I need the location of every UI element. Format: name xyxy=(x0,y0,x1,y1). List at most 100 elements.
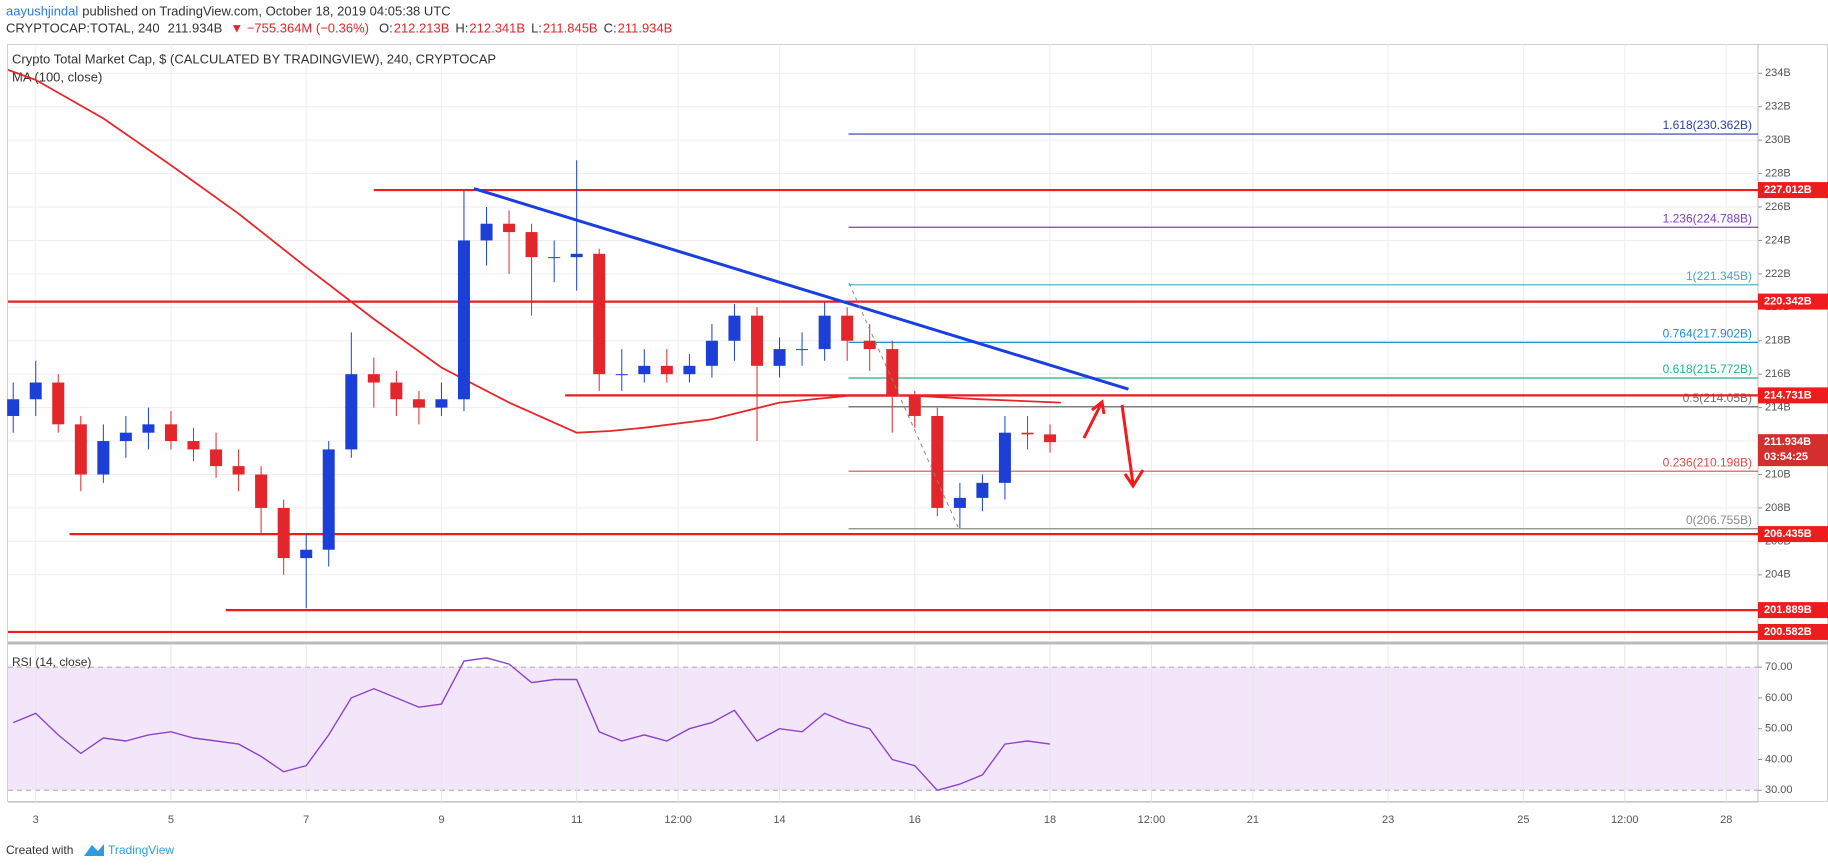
arrow-head xyxy=(1123,469,1145,489)
fib-label: 0.618(215.772B) xyxy=(1663,362,1752,376)
x-tick-label: 14 xyxy=(773,814,785,826)
y-tick-label: 70.00 xyxy=(1765,661,1793,673)
candle-body xyxy=(931,415,944,508)
candle-body xyxy=(7,399,20,416)
candle-body xyxy=(97,441,110,475)
header-text: 211.845B xyxy=(543,20,598,35)
candle-body xyxy=(908,395,921,416)
countdown: 03:54:25 xyxy=(1764,451,1808,463)
y-tick-label: 210B xyxy=(1765,468,1791,480)
y-tick-label: 40.00 xyxy=(1765,753,1793,765)
footer-brand[interactable]: TradingView xyxy=(108,843,174,857)
logo xyxy=(84,844,104,856)
header-text: O: xyxy=(379,20,393,35)
arrow xyxy=(1120,404,1135,485)
price-tag-label: 220.342B xyxy=(1764,295,1812,307)
x-tick-label: 12:00 xyxy=(1138,814,1166,826)
candle-body xyxy=(255,474,268,508)
rsi-line xyxy=(12,657,1051,792)
x-tick-label: 12:00 xyxy=(1611,814,1639,826)
y-tick-label: 214B xyxy=(1765,402,1791,414)
x-tick-label: 18 xyxy=(1044,814,1056,826)
x-tick-label: 23 xyxy=(1382,814,1394,826)
candle-body xyxy=(615,374,628,376)
price-tag xyxy=(1758,623,1828,640)
candle-body xyxy=(119,432,132,442)
legend-entry: MA (100, close) xyxy=(12,69,102,84)
x-tick-label: 9 xyxy=(438,814,444,826)
candle-body xyxy=(435,399,448,408)
footer: Created with TradingView xyxy=(6,843,174,857)
candle-body xyxy=(998,432,1011,483)
header-text: 212.341B xyxy=(469,20,525,35)
x-tick-label: 21 xyxy=(1247,814,1259,826)
x-tick-label: 11 xyxy=(571,814,582,826)
arrow xyxy=(1082,401,1104,439)
x-tick-label: 5 xyxy=(168,814,174,826)
candle-body xyxy=(345,374,358,450)
candle-body xyxy=(277,507,290,559)
candle-body xyxy=(29,382,42,400)
candle-body xyxy=(796,349,809,351)
x-tick-label: 3 xyxy=(33,814,39,826)
candle-body xyxy=(570,253,583,258)
header-text: 211.934B xyxy=(618,20,673,35)
y-tick-label: 216B xyxy=(1765,368,1791,380)
fib-label: 0.236(210.198B) xyxy=(1663,455,1752,469)
footer-text: Created with xyxy=(6,843,73,857)
moving-average xyxy=(7,69,1061,434)
y-tick-label: 224B xyxy=(1765,234,1791,246)
price-tag-label: 201.889B xyxy=(1764,604,1812,616)
candle-body xyxy=(457,240,470,400)
price-tag xyxy=(1758,293,1828,310)
candle-body xyxy=(322,449,335,550)
y-tick-label: 208B xyxy=(1765,502,1791,514)
trend-line xyxy=(473,187,1129,391)
header-text: 212.213B xyxy=(394,20,450,35)
candle-body xyxy=(660,365,673,375)
header-text: C: xyxy=(604,20,617,35)
candle-body xyxy=(593,253,606,375)
price-tag xyxy=(1758,526,1828,543)
price-tag xyxy=(1758,602,1828,619)
candle-body xyxy=(976,482,989,498)
candle-body xyxy=(232,466,245,475)
y-tick-label: 218B xyxy=(1765,335,1791,347)
header-text: L: xyxy=(531,20,542,35)
candle-body xyxy=(638,365,651,375)
y-tick-label: 232B xyxy=(1765,101,1791,113)
candle-body xyxy=(773,349,786,366)
header-text: published on TradingView.com, October 18… xyxy=(82,3,450,18)
y-tick-label: 204B xyxy=(1765,569,1791,581)
y-tick-label: 30.00 xyxy=(1765,784,1793,796)
candle-body xyxy=(548,257,561,259)
candle-body xyxy=(1044,434,1057,443)
y-tick-label: 230B xyxy=(1765,134,1791,146)
candle-body xyxy=(751,315,764,366)
header-text: ▼ −755.364M (−0.36%) xyxy=(230,20,369,35)
candle-body xyxy=(863,340,876,350)
chart-title: Crypto Total Market Cap, $ (CALCULATED B… xyxy=(12,51,496,66)
candle-body xyxy=(480,223,493,241)
candle-body xyxy=(818,315,831,350)
y-tick-label: 226B xyxy=(1765,201,1791,213)
candle-body xyxy=(953,497,966,508)
candle-body xyxy=(841,315,854,341)
price-tag xyxy=(1758,182,1828,199)
header-text: aayushjindal xyxy=(6,3,78,18)
price-tag-label: 214.731B xyxy=(1764,389,1812,401)
x-tick-label: 25 xyxy=(1517,814,1529,826)
price-tag-label: 206.435B xyxy=(1764,528,1812,540)
last-price-tag xyxy=(1758,434,1828,467)
candle-body xyxy=(142,424,155,433)
candle-body xyxy=(390,382,403,400)
fib-label: 1.618(230.362B) xyxy=(1663,118,1752,132)
candle-body xyxy=(503,223,516,233)
candle-body xyxy=(1021,432,1034,435)
candle-body xyxy=(525,232,538,258)
annotations xyxy=(848,282,1145,528)
price-tag xyxy=(1758,387,1828,404)
candle-body xyxy=(683,365,696,375)
header-text: H: xyxy=(455,20,468,35)
